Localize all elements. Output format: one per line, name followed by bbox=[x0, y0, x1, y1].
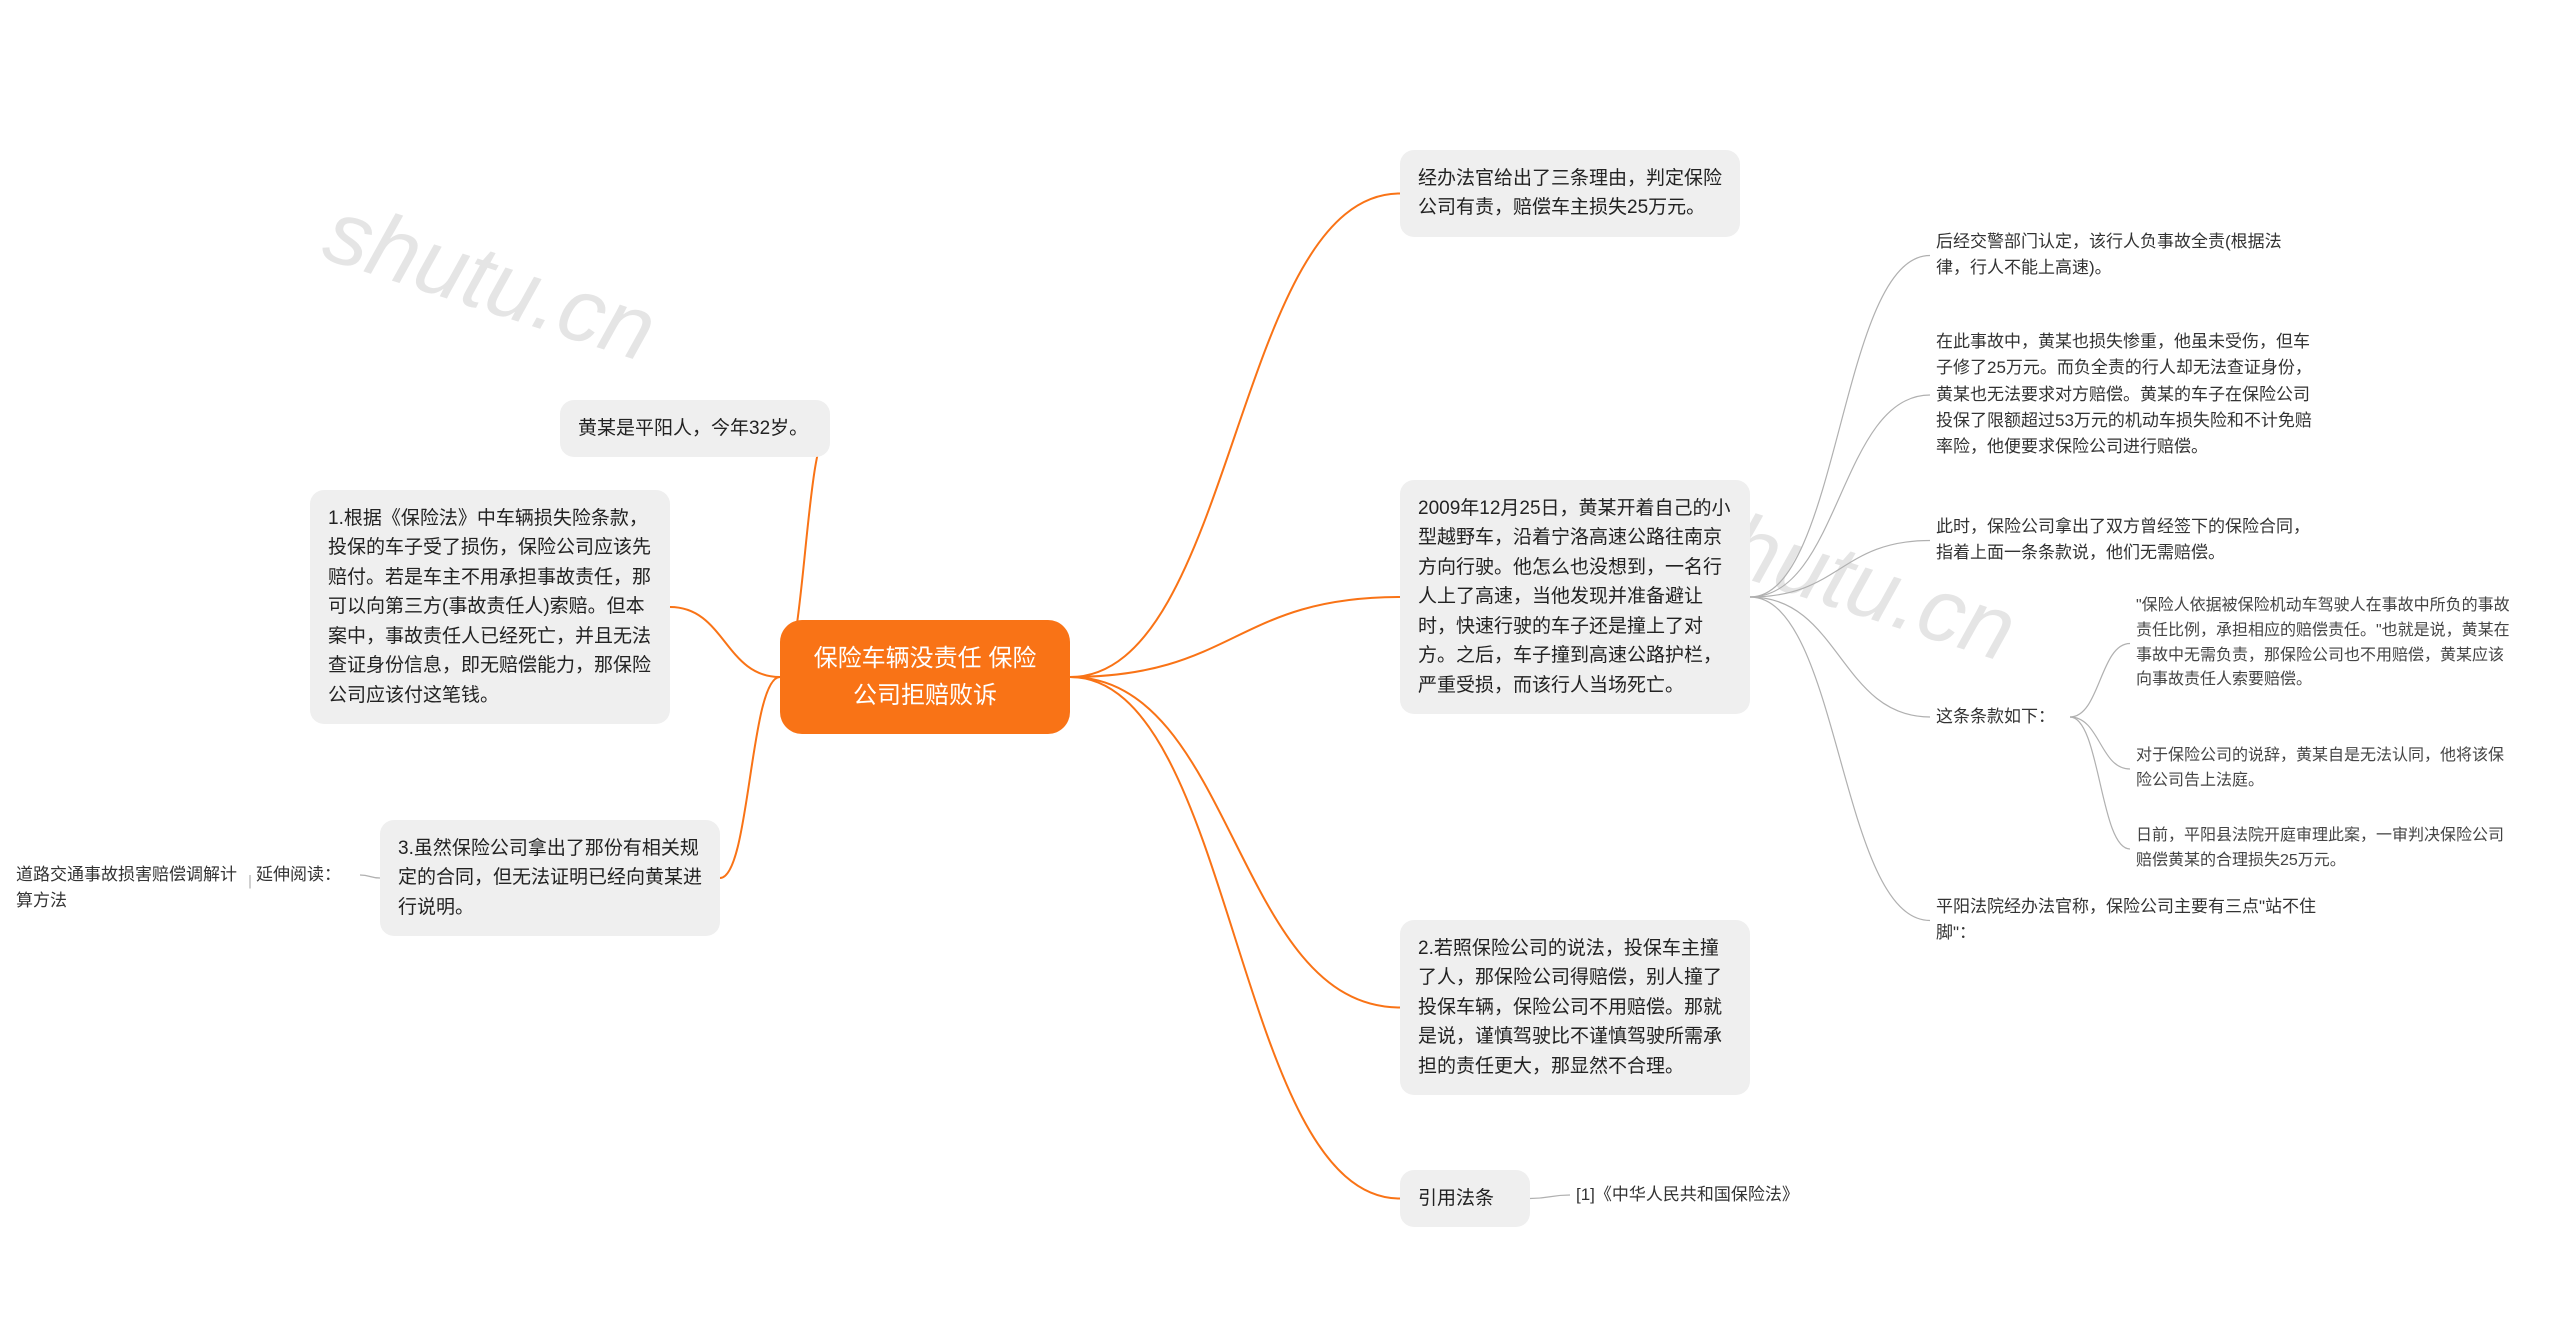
mindmap-node: 这条条款如下： bbox=[1930, 700, 2070, 734]
mindmap-node: 延伸阅读： bbox=[250, 858, 360, 892]
mindmap-node: 在此事故中，黄某也损失惨重，他虽未受伤，但车子修了25万元。而负全责的行人却无法… bbox=[1930, 325, 2330, 465]
mindmap-node: 平阳法院经办法官称，保险公司主要有三点"站不住脚"： bbox=[1930, 890, 2330, 951]
mindmap-node: 日前，平阳县法院开庭审理此案，一审判决保险公司赔偿黄某的合理损失25万元。 bbox=[2130, 820, 2510, 878]
mindmap-node: 黄某是平阳人，今年32岁。 bbox=[560, 400, 830, 457]
mindmap-node: 3.虽然保险公司拿出了那份有相关规定的合同，但无法证明已经向黄某进行说明。 bbox=[380, 820, 720, 936]
mindmap-node: 引用法条 bbox=[1400, 1170, 1530, 1227]
mindmap-node: 对于保险公司的说辞，黄某自是无法认同，他将该保险公司告上法庭。 bbox=[2130, 740, 2510, 798]
mindmap-node: [1]《中华人民共和国保险法》 bbox=[1570, 1178, 1830, 1212]
mindmap-node: 此时，保险公司拿出了双方曾经签下的保险合同，指着上面一条条款说，他们无需赔偿。 bbox=[1930, 510, 2325, 571]
root-node: 保险车辆没责任 保险公司拒赔败诉 bbox=[780, 620, 1070, 734]
mindmap-node: 2.若照保险公司的说法，投保车主撞了人，那保险公司得赔偿，别人撞了投保车辆，保险… bbox=[1400, 920, 1750, 1095]
watermark: shutu.cn bbox=[312, 180, 667, 383]
mindmap-node: "保险人依据被保险机动车驾驶人在事故中所负的事故责任比例，承担相应的赔偿责任。"… bbox=[2130, 590, 2520, 697]
mindmap-node: 道路交通事故损害赔偿调解计算方法 bbox=[10, 858, 250, 919]
mindmap-node: 经办法官给出了三条理由，判定保险公司有责，赔偿车主损失25万元。 bbox=[1400, 150, 1740, 237]
mindmap-node: 1.根据《保险法》中车辆损失险条款，投保的车子受了损伤，保险公司应该先赔付。若是… bbox=[310, 490, 670, 724]
mindmap-node: 后经交警部门认定，该行人负事故全责(根据法律，行人不能上高速)。 bbox=[1930, 225, 2320, 286]
mindmap-node: 2009年12月25日，黄某开着自己的小型越野车，沿着宁洛高速公路往南京方向行驶… bbox=[1400, 480, 1750, 714]
